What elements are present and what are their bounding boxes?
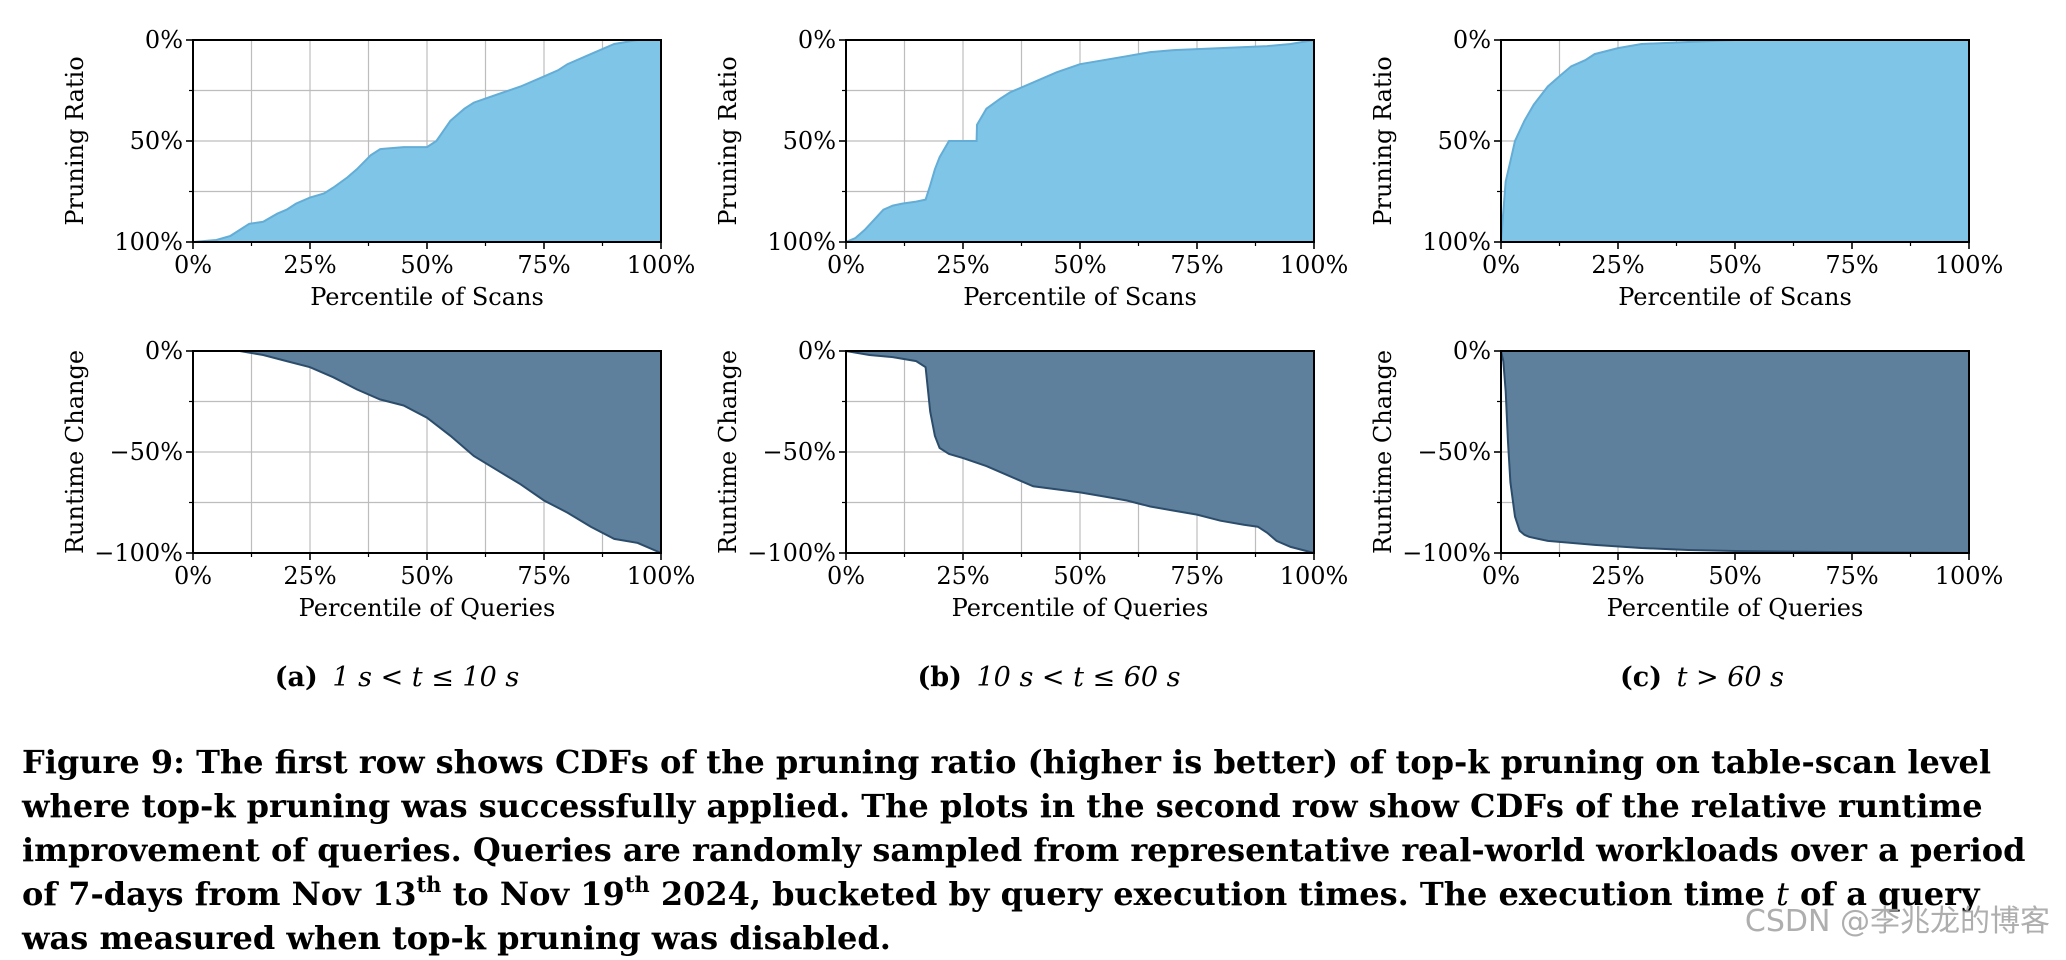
x-axis-label: Percentile of Queries — [299, 594, 556, 622]
y-axis-label: Pruning Ratio — [61, 56, 89, 225]
x-axis-label: Percentile of Scans — [310, 283, 544, 311]
series-area-a-runtime — [193, 351, 661, 553]
x-tick-label: 0% — [827, 251, 865, 279]
x-tick-label: 25% — [936, 251, 989, 279]
y-axis-label: Runtime Change — [714, 350, 742, 554]
series-line-b-pruning — [845, 39, 1315, 243]
caption-part-3: 2024, bucketed by query execution times.… — [649, 875, 1776, 913]
x-axis-label: Percentile of Queries — [952, 594, 1209, 622]
x-axis-label: Percentile of Queries — [1607, 594, 1864, 622]
x-tick-label: 75% — [1170, 562, 1223, 590]
y-tick-label: −50% — [1418, 438, 1491, 466]
y-tick-label: 0% — [798, 26, 836, 54]
x-tick-label: 0% — [1482, 562, 1520, 590]
x-tick-label: 100% — [627, 562, 696, 590]
x-axis-label: Percentile of Scans — [1618, 283, 1852, 311]
x-axis-label: Percentile of Scans — [963, 283, 1197, 311]
watermark: CSDN @李兆龙的博客 — [1744, 904, 2050, 939]
x-tick-label: 25% — [283, 251, 336, 279]
x-tick-label: 25% — [1591, 562, 1644, 590]
y-tick-label: −100% — [1402, 539, 1491, 567]
subcaption-a: (a) 1 s < t ≤ 10 s — [275, 662, 519, 693]
series-line-c-pruning — [1500, 39, 1969, 243]
series-area-b-pruning — [846, 40, 1314, 242]
y-tick-label: 50% — [1438, 127, 1491, 155]
x-tick-label: 25% — [1591, 251, 1644, 279]
x-tick-label: 50% — [1053, 562, 1106, 590]
series-area-c-runtime — [1501, 351, 1969, 553]
caption-part-4: of a query was measured when top-k pruni… — [22, 875, 1980, 957]
x-tick-label: 75% — [1825, 251, 1878, 279]
subcaption-a-text: 1 s < t ≤ 10 s — [332, 662, 519, 693]
panel-a-pruning-chart: 0% 25% 50% 75% 100%0%50%100%Percentile of Sc… — [61, 26, 695, 311]
x-tick-label: 50% — [1053, 251, 1106, 279]
panel-c-pruning-chart: 0% 25% 50% 75% 100%0%50%100%Percentile of Sc… — [1369, 26, 2003, 311]
caption-sup-1: th — [416, 872, 442, 897]
series-line-b-runtime — [845, 350, 1315, 554]
y-tick-label: 50% — [130, 127, 183, 155]
y-axis-label: Pruning Ratio — [1369, 56, 1397, 225]
x-tick-label: 75% — [517, 251, 570, 279]
y-tick-label: −100% — [94, 539, 183, 567]
x-tick-label: 0% — [174, 251, 212, 279]
x-tick-label: 50% — [400, 251, 453, 279]
subcaption-c-label: (c) — [1620, 662, 1662, 693]
series-area-a-pruning — [193, 40, 661, 242]
y-tick-label: −50% — [110, 438, 183, 466]
subcaption-b: (b) 10 s < t ≤ 60 s — [917, 662, 1180, 693]
y-tick-label: 0% — [145, 26, 183, 54]
x-tick-label: 0% — [1482, 251, 1520, 279]
x-tick-label: 75% — [1170, 251, 1223, 279]
figure-caption: Figure 9: The first row shows CDFs of th… — [22, 740, 2052, 960]
subcaption-c: (c) t > 60 s — [1620, 662, 1784, 693]
series-area-b-runtime — [846, 351, 1314, 553]
panel-a-runtime-chart: 0% 25% 50% 75% 100% 0% −50% −100% Percentile of … — [61, 337, 695, 622]
subcaption-c-text: t > 60 s — [1677, 662, 1784, 693]
x-tick-label: 0% — [827, 562, 865, 590]
x-tick-label: 100% — [1935, 562, 2004, 590]
panel-b-runtime-chart: 0% 25% 50% 75% 100% 0% −50% −100% Percentile of … — [714, 337, 1348, 622]
y-tick-label: 100% — [114, 228, 183, 256]
caption-part-1: Figure 9: The first row shows CDFs of th… — [22, 743, 2026, 913]
x-tick-label: 50% — [1708, 251, 1761, 279]
x-tick-label: 25% — [936, 562, 989, 590]
x-tick-label: 50% — [400, 562, 453, 590]
panel-b-pruning-chart: 0% 25% 50% 75% 100%0%50%100%Percentile of Sc… — [714, 26, 1348, 311]
y-tick-label: 100% — [1422, 228, 1491, 256]
subcaption-a-label: (a) — [275, 662, 318, 693]
subcaption-b-label: (b) — [917, 662, 961, 693]
y-axis-label: Runtime Change — [1369, 350, 1397, 554]
x-tick-label: 50% — [1708, 562, 1761, 590]
figure: 0% 25% 50% 75% 100%0%50%100%Percentile of Sc… — [61, 26, 2003, 693]
y-tick-label: 0% — [1453, 337, 1491, 365]
y-tick-label: 0% — [145, 337, 183, 365]
x-tick-label: 100% — [1280, 562, 1349, 590]
x-tick-label: 25% — [283, 562, 336, 590]
series-line-c-runtime — [1500, 350, 1970, 554]
subcaption-b-text: 10 s < t ≤ 60 s — [977, 662, 1181, 693]
series-line-a-pruning — [192, 39, 661, 243]
caption-t-variable: t — [1775, 875, 1789, 913]
panel-c-runtime-chart: 0% 25% 50% 75% 100% 0% −50% −100% Percentile of … — [1369, 337, 2003, 622]
y-tick-label: 0% — [1453, 26, 1491, 54]
y-tick-label: −100% — [747, 539, 836, 567]
series-area-c-pruning — [1501, 40, 1969, 242]
x-tick-label: 100% — [1280, 251, 1349, 279]
y-tick-label: 0% — [798, 337, 836, 365]
y-tick-label: −50% — [763, 438, 836, 466]
x-tick-label: 75% — [517, 562, 570, 590]
caption-sup-2: th — [624, 872, 650, 897]
y-tick-label: 100% — [767, 228, 836, 256]
x-tick-label: 100% — [627, 251, 696, 279]
series-line-a-runtime — [193, 350, 662, 554]
caption-part-2: to Nov 19 — [441, 875, 625, 913]
x-tick-label: 100% — [1935, 251, 2004, 279]
x-tick-label: 0% — [174, 562, 212, 590]
x-tick-label: 75% — [1825, 562, 1878, 590]
y-axis-label: Pruning Ratio — [714, 56, 742, 225]
y-axis-label: Runtime Change — [61, 350, 89, 554]
y-tick-label: 50% — [783, 127, 836, 155]
